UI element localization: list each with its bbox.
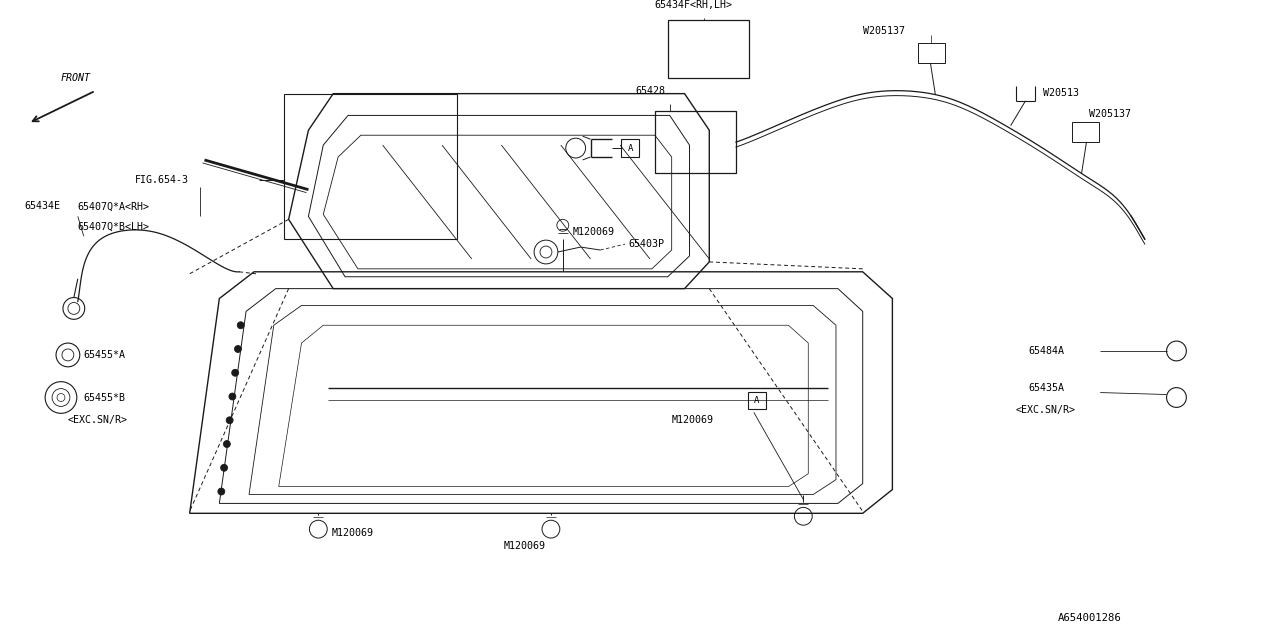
Text: M120069: M120069 (503, 541, 545, 551)
Text: A: A (754, 396, 759, 405)
Bar (1071, 122, 1100, 142)
Bar (284, 93, 457, 239)
Text: 65435A: 65435A (1028, 383, 1064, 392)
Text: 65407Q*B<LH>: 65407Q*B<LH> (78, 221, 150, 231)
Circle shape (220, 464, 228, 471)
Circle shape (234, 346, 242, 353)
Text: W205137: W205137 (1089, 109, 1132, 119)
Text: 65407Q*A<RH>: 65407Q*A<RH> (78, 202, 150, 211)
Text: <EXC.SN/R>: <EXC.SN/R> (68, 415, 128, 425)
Circle shape (229, 393, 236, 400)
Text: W205137: W205137 (863, 26, 905, 36)
Text: FRONT: FRONT (61, 73, 91, 83)
Bar (668, 20, 749, 78)
Text: M120069: M120069 (332, 528, 374, 538)
Text: W20513: W20513 (1043, 88, 1079, 98)
Text: 65455*B: 65455*B (83, 392, 125, 403)
Circle shape (232, 369, 238, 376)
Bar (918, 43, 945, 63)
Text: 65455*A: 65455*A (83, 350, 125, 360)
Text: A: A (627, 143, 632, 152)
Circle shape (224, 440, 230, 447)
Text: 65434F<RH,LH>: 65434F<RH,LH> (655, 0, 733, 10)
Text: M120069: M120069 (572, 227, 614, 237)
Text: 65428: 65428 (635, 86, 666, 95)
Text: A654001286: A654001286 (1057, 613, 1121, 623)
Text: FIG.654-3: FIG.654-3 (136, 175, 189, 185)
Text: 65434E: 65434E (24, 202, 60, 211)
Bar (655, 111, 736, 173)
Bar (748, 392, 765, 410)
Bar (621, 139, 639, 157)
Text: <EXC.SN/R>: <EXC.SN/R> (1016, 405, 1076, 415)
Text: 65484A: 65484A (1028, 346, 1064, 356)
Circle shape (237, 322, 244, 329)
Circle shape (218, 488, 225, 495)
Text: M120069: M120069 (672, 415, 714, 425)
Text: 65403P: 65403P (628, 239, 664, 249)
Circle shape (227, 417, 233, 424)
